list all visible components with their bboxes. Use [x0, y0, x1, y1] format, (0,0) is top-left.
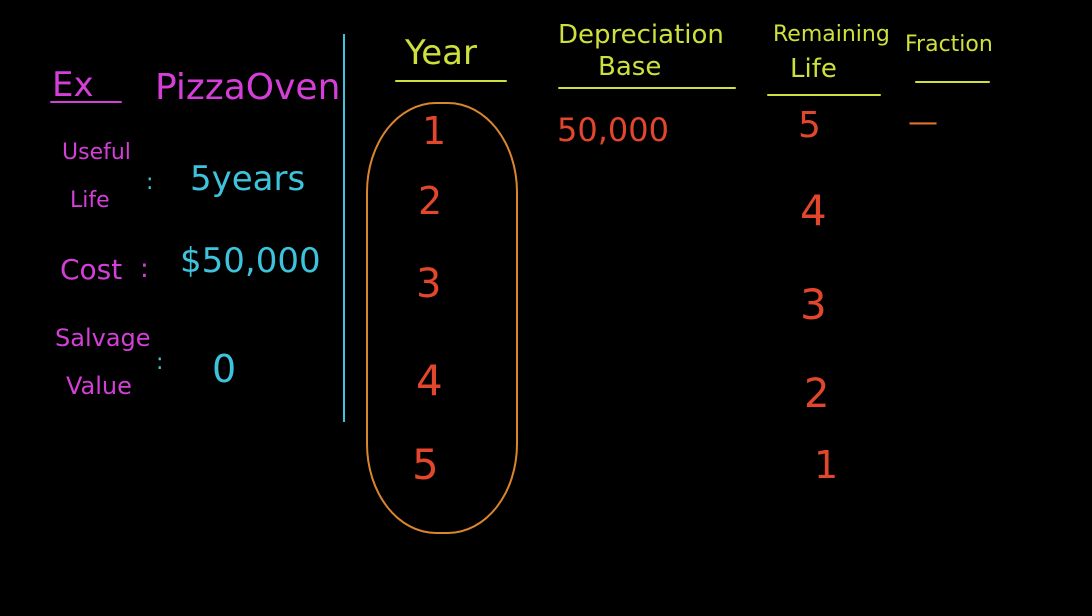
- year-5: 5: [412, 440, 439, 489]
- cost-colon: :: [140, 254, 149, 284]
- useful-life-colon: :: [146, 170, 154, 195]
- remaining-life-year-5: 1: [814, 443, 839, 487]
- salvage-colon: :: [156, 350, 164, 375]
- salvage-label-line2: Value: [66, 372, 132, 400]
- header-depreciation-base-line2: Base: [598, 52, 662, 82]
- fraction-year-1: —: [908, 105, 938, 140]
- salvage-label-line1: Salvage: [55, 324, 151, 352]
- remaining-life-year-3: 3: [800, 280, 827, 329]
- year-1: 1: [422, 109, 447, 153]
- year-3: 3: [416, 261, 442, 307]
- useful-life-label-line2: Life: [70, 188, 110, 213]
- salvage-value: 0: [212, 347, 237, 391]
- example-prefix: Ex: [52, 65, 94, 105]
- header-year: Year: [405, 33, 477, 73]
- header-depreciation-base-line1: Depreciation: [558, 20, 724, 50]
- depreciation-base-year-1: 50,000: [557, 111, 669, 149]
- year-column-oval: [366, 102, 518, 534]
- useful-life-label-line1: Useful: [62, 140, 131, 165]
- header-remaining-life-line2: Life: [790, 54, 837, 84]
- cost-label: Cost: [60, 253, 123, 286]
- header-fraction-underline: [915, 81, 990, 83]
- remaining-life-year-1: 5: [798, 105, 821, 146]
- header-fraction: Fraction: [905, 32, 993, 57]
- example-prefix-underline: [50, 101, 122, 103]
- cost-value: $50,000: [180, 241, 321, 281]
- example-title: PizzaOven: [155, 67, 341, 108]
- remaining-life-year-2: 4: [800, 186, 827, 235]
- header-depreciation-base-underline: [558, 87, 736, 89]
- remaining-life-year-4: 2: [804, 371, 830, 417]
- year-4: 4: [416, 356, 443, 405]
- header-remaining-life-line1: Remaining: [773, 22, 890, 47]
- divider-line: [343, 34, 345, 422]
- header-remaining-life-underline: [767, 94, 881, 96]
- year-2: 2: [418, 179, 443, 223]
- useful-life-value: 5years: [190, 159, 306, 199]
- header-year-underline: [395, 80, 507, 82]
